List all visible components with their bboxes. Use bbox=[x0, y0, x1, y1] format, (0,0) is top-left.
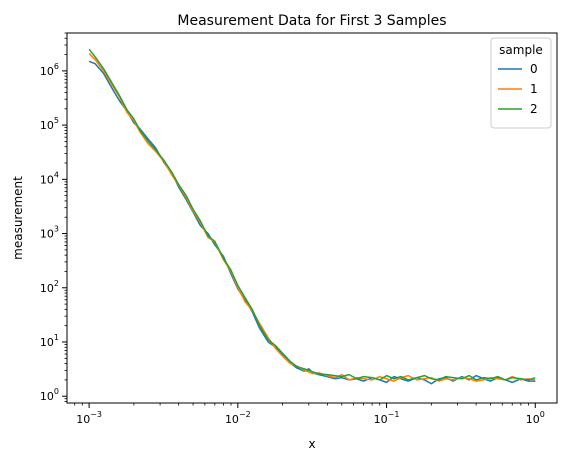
x-tick-label: 10−2 bbox=[225, 410, 251, 426]
y-tick-label: 104 bbox=[40, 170, 59, 186]
series-line-0 bbox=[88, 60, 536, 385]
y-tick-label: 103 bbox=[40, 225, 59, 241]
legend-entry-2: 2 bbox=[530, 102, 538, 116]
legend-entry-1: 1 bbox=[530, 82, 538, 96]
legend-title: sample bbox=[499, 43, 543, 57]
y-tick-label: 100 bbox=[40, 387, 59, 403]
y-tick-label: 106 bbox=[40, 62, 59, 78]
legend-entry-0: 0 bbox=[530, 62, 538, 76]
y-tick-label: 102 bbox=[40, 279, 59, 295]
axes-frame bbox=[66, 32, 558, 404]
series-line-1 bbox=[88, 52, 536, 382]
x-axis-label: x bbox=[308, 437, 315, 451]
series-line-2 bbox=[88, 48, 536, 381]
legend-box bbox=[490, 37, 552, 129]
legend: sample 0 1 2 bbox=[490, 37, 552, 129]
x-tick-label: 10−3 bbox=[76, 410, 102, 426]
chart-title: Measurement Data for First 3 Samples bbox=[177, 13, 446, 29]
y-tick-label: 101 bbox=[40, 333, 59, 349]
y-tick-label: 105 bbox=[40, 116, 59, 132]
y-axis-label: measurement bbox=[11, 176, 25, 260]
x-tick-label: 10−1 bbox=[374, 410, 400, 426]
x-tick-label: 100 bbox=[526, 410, 545, 426]
plot-area bbox=[88, 48, 536, 385]
